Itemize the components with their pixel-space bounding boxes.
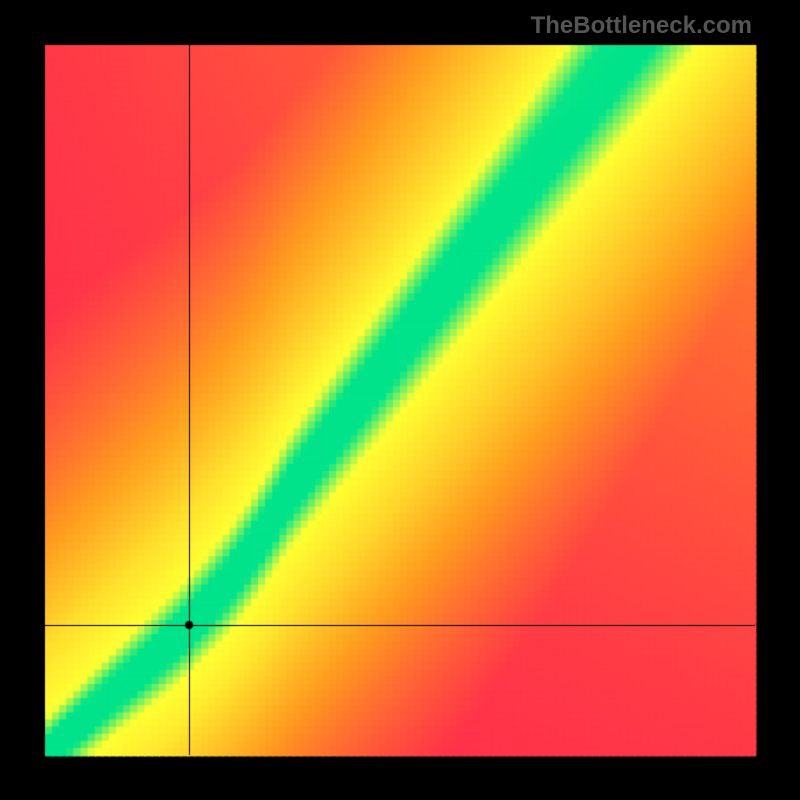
watermark-text: TheBottleneck.com xyxy=(531,12,752,40)
chart-container: TheBottleneck.com xyxy=(0,0,800,800)
bottleneck-heatmap xyxy=(0,0,800,800)
